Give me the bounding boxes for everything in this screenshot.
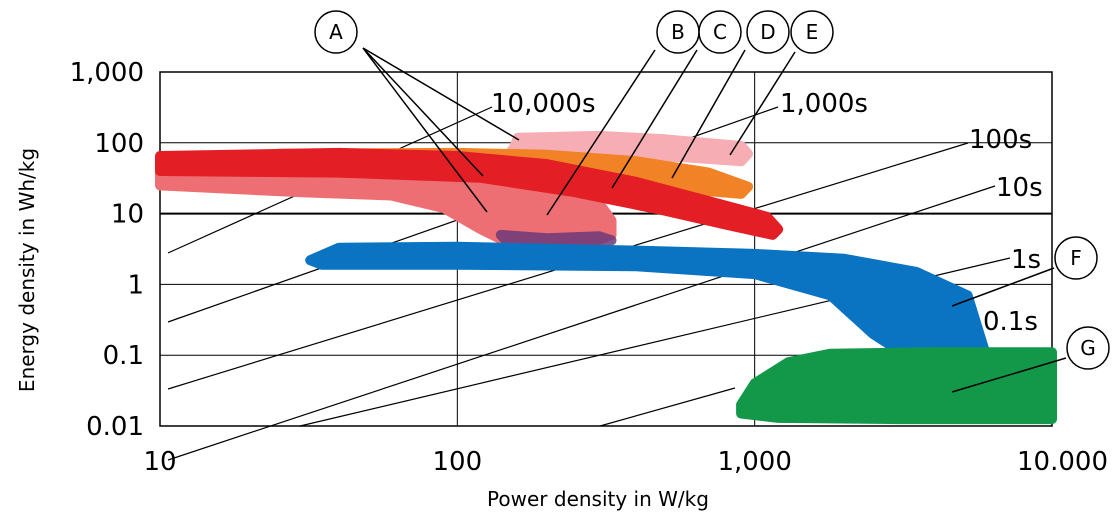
callout-leader-e [729,51,796,156]
y-tick-label: 100 [94,129,144,159]
y-tick-label: 10 [111,200,144,230]
callout-circle-d [746,10,790,54]
x-axis-title: Power density in W/kg [487,487,709,511]
callout-label-f: F [1070,246,1082,270]
callouts: A B C D E F G [314,10,1110,370]
callout-circle-g [1066,326,1110,370]
callout-circle-e [790,10,834,54]
callout-leader-b [546,49,656,216]
plot-frame [159,71,1053,427]
x-tick-label: 10 [143,447,176,477]
time-constant-lines: 10,000s 1,000s 100s 10s 1s 0.1s [167,89,1043,461]
callout-leader-g [951,357,1067,393]
callout-leader-a [362,47,520,141]
callout-circle-a [314,10,358,54]
callout-leader-a [362,47,484,177]
y-tick-label: 1 [127,270,144,300]
callout-label-d: D [760,20,775,44]
callout-label-a: A [329,20,343,44]
callout-leaders [362,47,1067,393]
regions [155,130,1057,425]
time-label: 0.1s [983,307,1038,337]
tick-labels: 1,000 100 10 1 0.1 0.01 10 100 1,000 10.000 [70,58,1108,477]
callout-circle-f [1054,236,1098,280]
y-axis-title: Energy density in Wh/kg [15,148,39,392]
x-tick-label: 100 [433,447,483,477]
callout-label-b: B [671,20,685,44]
callout-leader-a [362,47,488,213]
time-label: 1s [1011,245,1041,275]
time-label: 1,000s [780,89,868,119]
time-label: 100s [969,125,1032,155]
callout-circle-c [698,10,742,54]
region-f [305,241,991,368]
y-tick-label: 0.01 [86,412,144,442]
callout-label-c: C [713,20,727,44]
callout-label-e: E [806,20,819,44]
time-label: 10s [996,173,1043,203]
callout-leader-d [671,49,746,179]
callout-label-g: G [1080,336,1096,360]
time-label: 10,000s [491,89,596,119]
region-g [736,347,1057,425]
callout-leader-f [951,267,1055,307]
callout-leader-c [611,49,698,189]
region-c [155,147,784,240]
y-tick-label: 0.1 [103,341,144,371]
x-tick-label: 10.000 [1017,447,1108,477]
time-line-10s [167,185,996,461]
x-tick-label: 1,000 [717,447,791,477]
time-line-0.1s [599,387,736,427]
y-tick-label: 1,000 [70,58,144,88]
